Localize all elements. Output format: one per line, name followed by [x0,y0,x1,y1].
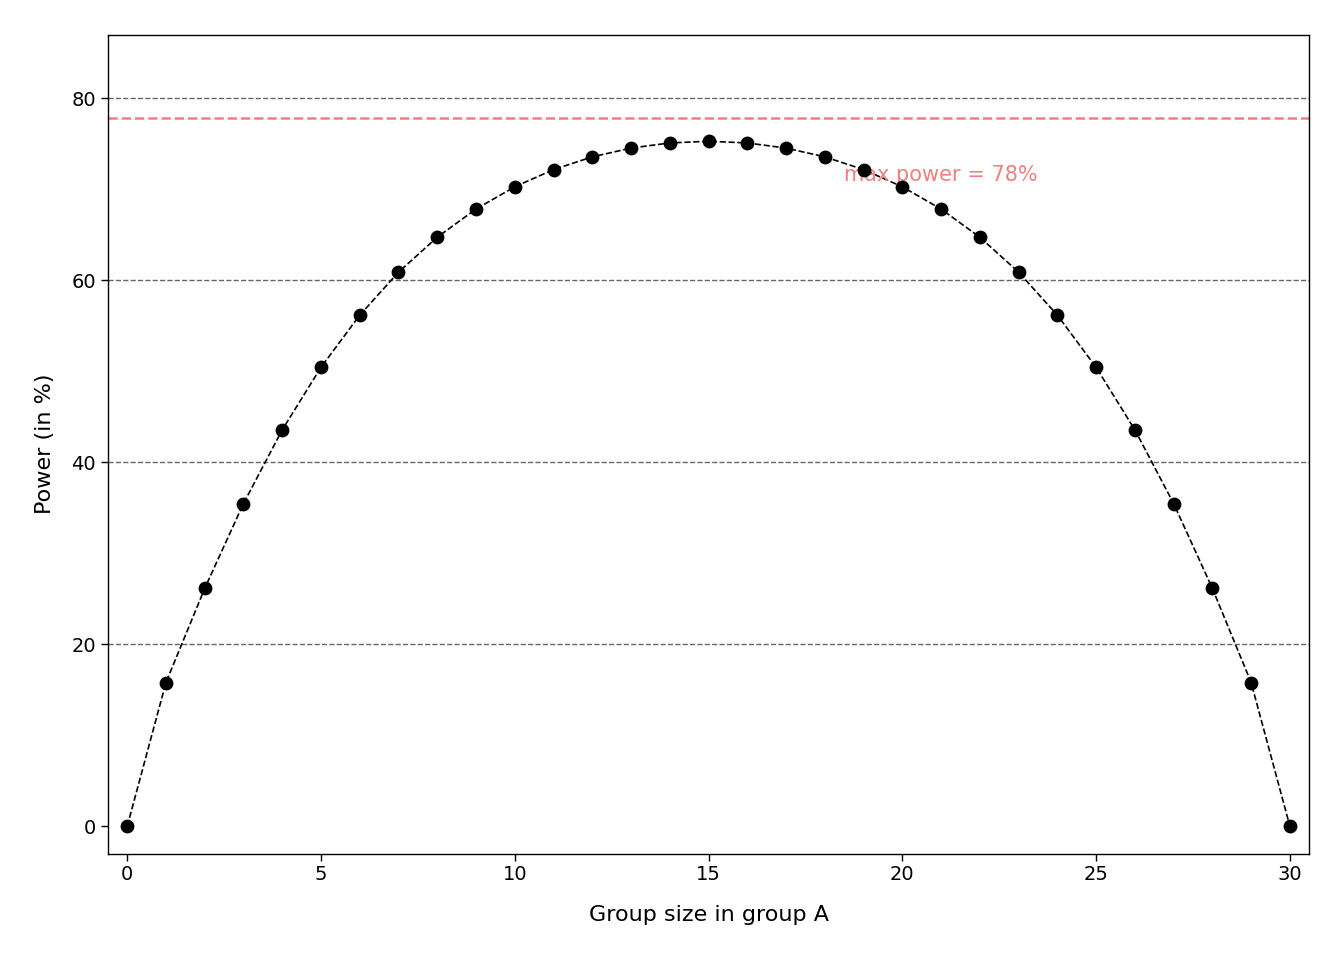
Point [853,162,875,178]
Point [504,180,526,195]
Point [1279,819,1301,834]
Point [1124,422,1145,438]
Point [1086,360,1107,375]
Point [155,675,176,690]
Point [194,581,215,596]
Point [1241,675,1262,690]
Point [582,149,603,164]
Point [891,180,913,195]
Point [698,133,719,149]
Text: max power = 78%: max power = 78% [844,165,1038,185]
Point [659,135,680,151]
Point [737,135,758,151]
Point [814,149,836,164]
Point [1047,307,1068,323]
Point [349,307,371,323]
Point [426,229,448,245]
Point [1163,496,1184,512]
Point [117,819,138,834]
Point [775,140,797,156]
Point [465,202,487,217]
Point [930,202,952,217]
Point [271,422,293,438]
Point [387,265,409,280]
Point [1008,265,1030,280]
X-axis label: Group size in group A: Group size in group A [589,905,828,925]
Point [621,140,642,156]
Y-axis label: Power (in %): Power (in %) [35,374,55,515]
Point [233,496,254,512]
Point [543,162,564,178]
Point [310,360,332,375]
Point [1202,581,1223,596]
Point [969,229,991,245]
